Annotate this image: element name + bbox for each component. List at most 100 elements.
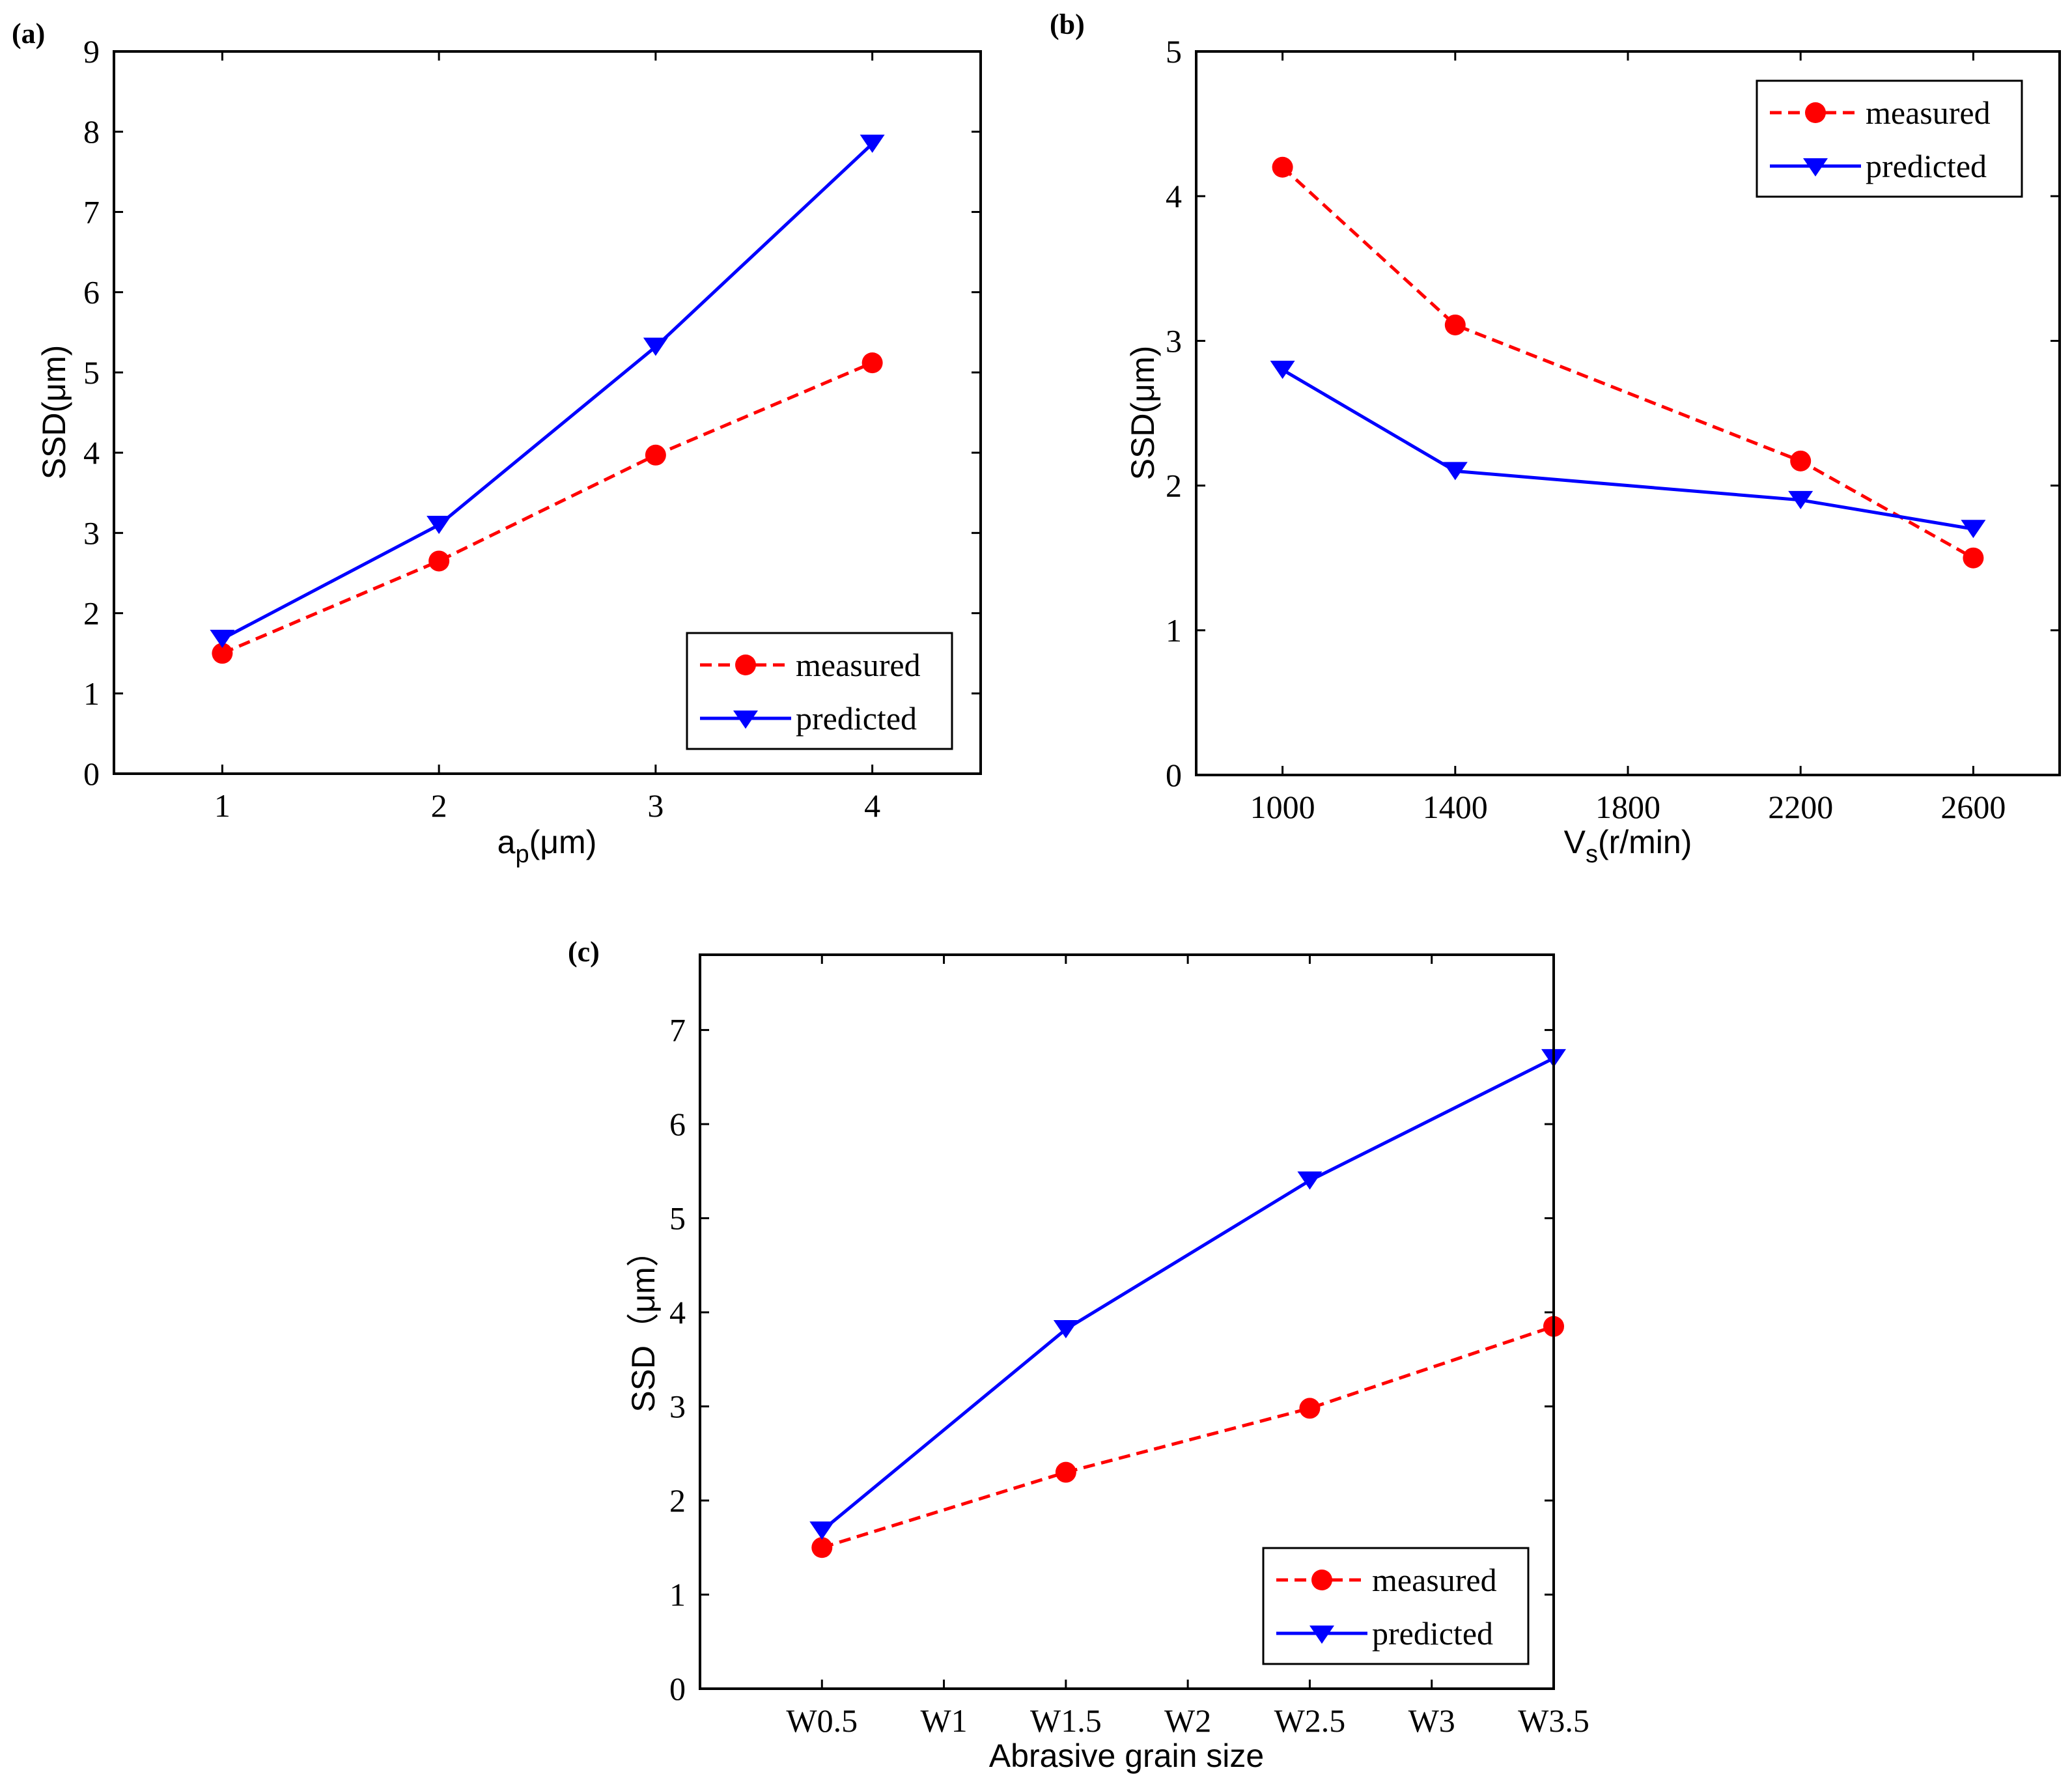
chart-b-measured-point-1 bbox=[1444, 314, 1466, 335]
chart-a-ytick-label-8: 8 bbox=[83, 113, 100, 150]
chart-a-ytick-label-3: 3 bbox=[83, 514, 100, 551]
chart-c-legend-measured-label: measured bbox=[1372, 1562, 1497, 1598]
chart-c-xtick-label-5: W3 bbox=[1408, 1702, 1455, 1739]
chart-b-frame bbox=[1195, 50, 2061, 776]
chart-b-xlabel-rest: (r/min) bbox=[1598, 824, 1692, 860]
chart-a-predicted-point-3 bbox=[860, 134, 885, 153]
chart-c-xtick-label-3: W2 bbox=[1164, 1702, 1211, 1739]
chart-a-measured-point-0 bbox=[212, 643, 233, 664]
chart-a-series bbox=[210, 134, 885, 664]
chart-a-predicted-point-1 bbox=[427, 516, 452, 535]
chart-b-ytick-label-4: 4 bbox=[1166, 178, 1182, 214]
chart-c-xtick-label-2: W1.5 bbox=[1030, 1702, 1102, 1739]
chart-a-predicted-point-0 bbox=[210, 629, 235, 648]
chart-c-xlabel-main: Abrasive grain size bbox=[989, 1738, 1264, 1774]
chart-a-measured-point-2 bbox=[645, 444, 666, 466]
chart-c-xtick-label-0: W0.5 bbox=[786, 1702, 858, 1739]
chart-a-ylabel: SSD(μm) bbox=[36, 345, 72, 480]
chart-b-xtick-label-0: 1000 bbox=[1250, 789, 1315, 825]
chart-b-ytick-label-0: 0 bbox=[1166, 757, 1182, 793]
chart-c-predicted-point-1 bbox=[1053, 1320, 1078, 1339]
chart-c-legend-predicted-label: predicted bbox=[1372, 1615, 1493, 1652]
chart-a-xlabel-main: a bbox=[497, 824, 516, 860]
chart-b-xlabel: Vs(r/min) bbox=[1564, 824, 1692, 868]
chart-c-ytick-label-0: 0 bbox=[669, 1670, 686, 1707]
chart-c-ytick-label-7: 7 bbox=[669, 1012, 686, 1049]
chart-b-measured-point-2 bbox=[1790, 450, 1812, 472]
chart-b-xtick-label-4: 2600 bbox=[1940, 789, 2006, 825]
chart-a-ytick-label-9: 9 bbox=[83, 33, 100, 70]
chart-a-predicted-point-2 bbox=[643, 337, 668, 356]
chart-b-ytick-label-3: 3 bbox=[1166, 322, 1182, 359]
chart-c-xlabel: Abrasive grain size bbox=[989, 1738, 1264, 1774]
chart-a-legend-box bbox=[686, 632, 953, 750]
chart-b-ticks: 0 1 2 3 4 5 1000 1400 1800 2200 2600 bbox=[1166, 33, 2060, 825]
panel-label-b: (b) bbox=[1050, 8, 1085, 40]
chart-a-legend: measured predicted bbox=[686, 632, 953, 750]
chart-c-measured-point-0 bbox=[811, 1537, 833, 1558]
chart-a-xlabel-rest: (μm) bbox=[529, 824, 597, 860]
chart-c-legend-predicted-marker bbox=[1309, 1626, 1334, 1644]
chart-b-predicted-point-1 bbox=[1442, 462, 1468, 481]
chart-c-xtick-label-1: W1 bbox=[920, 1702, 967, 1739]
chart-a-legend-predicted-label: predicted bbox=[796, 700, 917, 737]
chart-a-ticks: 0 1 2 3 4 5 6 7 8 9 1 2 3 4 bbox=[83, 33, 981, 824]
chart-a-predicted-line bbox=[221, 142, 874, 641]
chart-b-legend-predicted-marker bbox=[1803, 158, 1828, 176]
panel-label-c: (c) bbox=[568, 936, 600, 968]
chart-b-ylabel: SSD(μm) bbox=[1125, 346, 1161, 481]
chart-c-series bbox=[809, 1049, 1566, 1558]
chart-b-legend-predicted-label: predicted bbox=[1866, 148, 1987, 184]
chart-c-ytick-label-2: 2 bbox=[669, 1482, 686, 1519]
chart-a-ytick-label-2: 2 bbox=[83, 595, 100, 632]
chart-c-predicted-point-0 bbox=[809, 1521, 835, 1540]
chart-c-legend: measured predicted bbox=[1262, 1547, 1530, 1665]
chart-b-measured-point-0 bbox=[1272, 156, 1293, 178]
chart-a-xtick-label-0: 1 bbox=[214, 787, 231, 824]
chart-b-xtick-label-1: 1400 bbox=[1423, 789, 1488, 825]
chart-a-frame bbox=[113, 50, 982, 775]
chart-a-legend-predicted-marker bbox=[733, 711, 758, 729]
chart-c-legend-box bbox=[1262, 1547, 1530, 1665]
chart-b-measured-line bbox=[1281, 165, 1974, 559]
chart-b-predicted-line bbox=[1281, 368, 1974, 531]
chart-c-frame bbox=[699, 953, 1555, 1690]
chart-c-ticks: 0 1 2 3 4 5 6 7 W0.5 W1 W1.5 W2 W2.5 W3 W3.5 bbox=[669, 955, 1589, 1739]
chart-c-measured-point-1 bbox=[1055, 1461, 1076, 1483]
chart-c-legend-measured-marker bbox=[1311, 1570, 1332, 1590]
chart-a-xtick-label-2: 3 bbox=[647, 787, 664, 824]
chart-b-legend: measured predicted bbox=[1756, 79, 2023, 198]
chart-a-xlabel: ap(μm) bbox=[497, 824, 597, 868]
chart-a: 0 1 2 3 4 5 6 7 8 9 1 2 3 4 SSD(μm) ap(μm) measured p… bbox=[36, 33, 982, 868]
chart-c-predicted-line bbox=[820, 1056, 1555, 1532]
chart-c-ytick-label-4: 4 bbox=[669, 1294, 686, 1331]
chart-b-predicted-point-2 bbox=[1788, 490, 1813, 509]
chart-a-ytick-label-0: 0 bbox=[83, 755, 100, 792]
chart-a-xlabel-sub: p bbox=[515, 841, 529, 868]
chart-b: 0 1 2 3 4 5 1000 1400 1800 2200 2600 SSD(μm) Vs(r/… bbox=[1125, 33, 2061, 868]
chart-c-measured-point-2 bbox=[1299, 1398, 1321, 1419]
chart-b-measured-point-3 bbox=[1963, 547, 1984, 569]
chart-b-xtick-label-3: 2200 bbox=[1768, 789, 1833, 825]
chart-c-xtick-label-6: W3.5 bbox=[1518, 1702, 1589, 1739]
panel-label-a: (a) bbox=[12, 18, 45, 49]
chart-a-legend-measured-label: measured bbox=[796, 647, 921, 683]
chart-c-ytick-label-6: 6 bbox=[669, 1106, 686, 1142]
chart-c-ylabel: SSD（μm） bbox=[625, 1234, 662, 1412]
chart-a-xtick-label-1: 2 bbox=[431, 787, 447, 824]
chart-a-ytick-label-7: 7 bbox=[83, 193, 100, 230]
chart-c-xtick-label-4: W2.5 bbox=[1274, 1702, 1346, 1739]
chart-a-measured-point-3 bbox=[861, 352, 883, 374]
chart-b-predicted-point-3 bbox=[1961, 520, 1986, 539]
chart-a-ytick-label-4: 4 bbox=[83, 434, 100, 471]
chart-a-measured-point-1 bbox=[428, 550, 450, 572]
chart-a-ytick-label-1: 1 bbox=[83, 675, 100, 712]
chart-c-ytick-label-1: 1 bbox=[669, 1577, 686, 1613]
chart-c-predicted-point-2 bbox=[1297, 1171, 1323, 1190]
chart-b-legend-box bbox=[1756, 79, 2023, 198]
chart-c-ytick-label-3: 3 bbox=[669, 1388, 686, 1425]
chart-b-xtick-label-2: 1800 bbox=[1595, 789, 1660, 825]
chart-c-ytick-label-5: 5 bbox=[669, 1200, 686, 1237]
chart-b-ytick-label-2: 2 bbox=[1166, 468, 1182, 504]
